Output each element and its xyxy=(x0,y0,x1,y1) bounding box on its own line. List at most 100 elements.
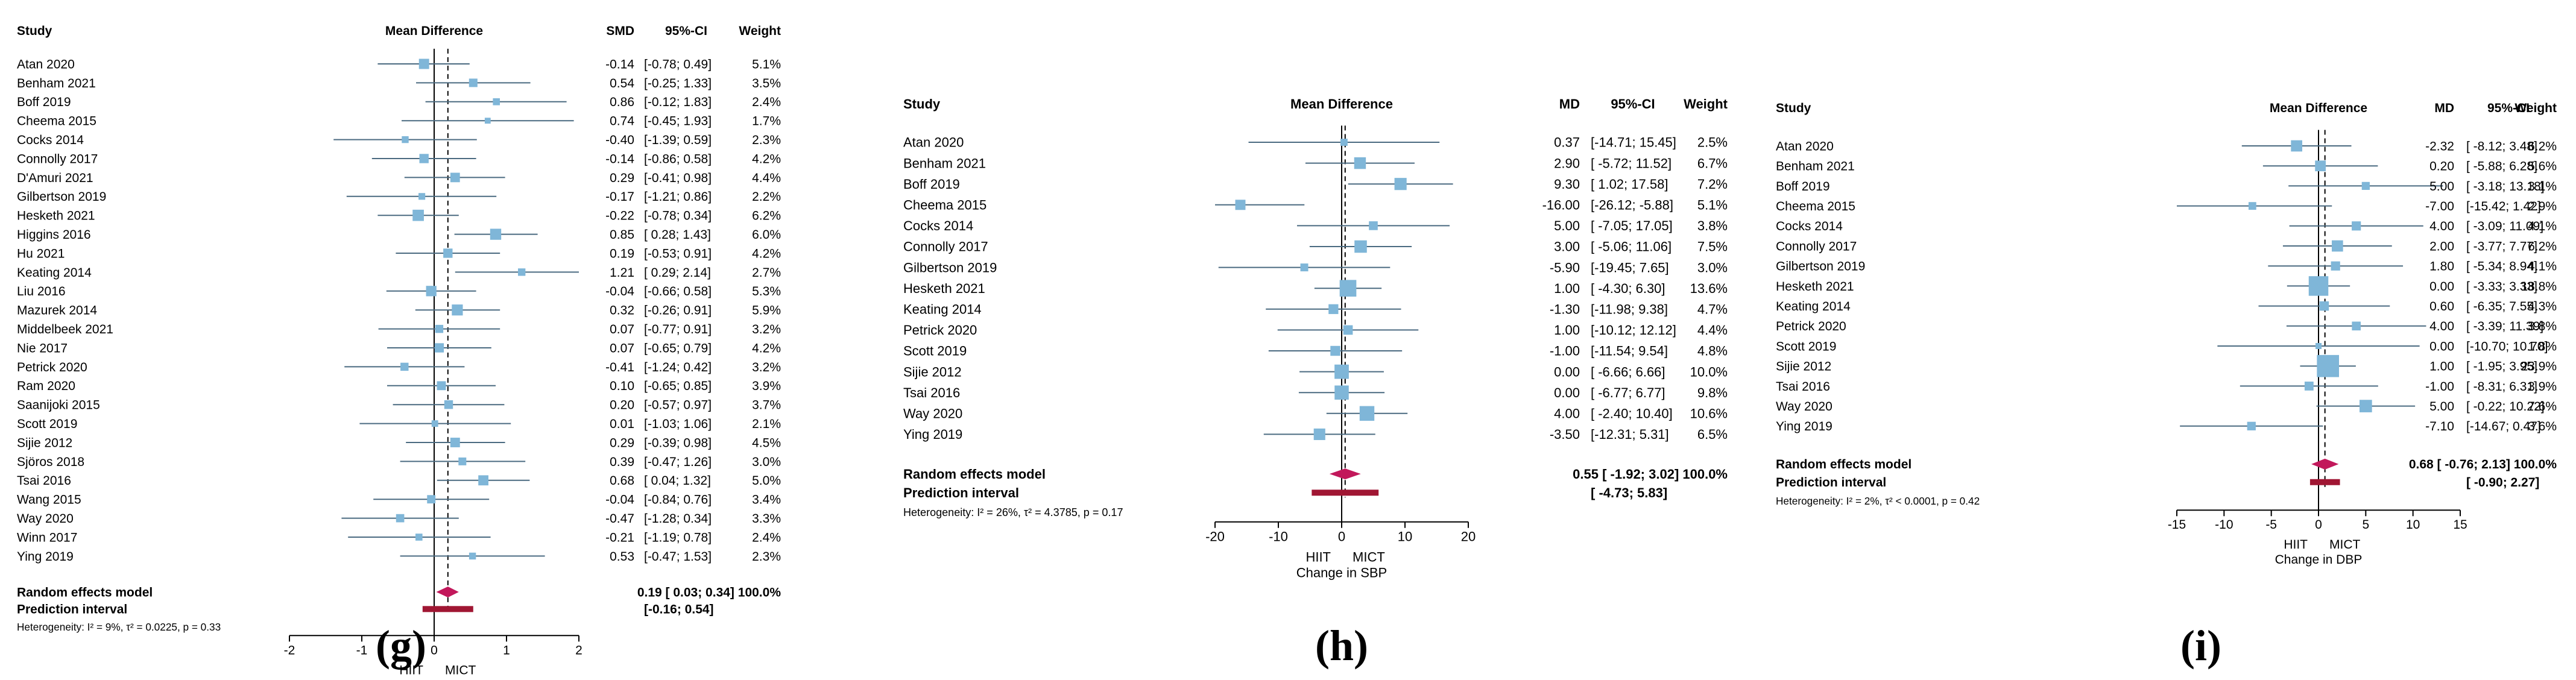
heterogeneity-text: Heterogeneity: I² = 9%, τ² = 0.0225, p =… xyxy=(17,621,221,633)
study-box xyxy=(1313,428,1325,440)
weight-value: 2.7% xyxy=(752,266,781,280)
study-box xyxy=(402,136,409,143)
study-label: Cocks 2014 xyxy=(1776,219,1843,233)
study-label: Way 2020 xyxy=(1776,400,1833,414)
study-box xyxy=(2308,276,2329,296)
study-box xyxy=(412,209,424,221)
ci-value: [-11.98; 9.38] xyxy=(1591,302,1668,317)
study-box xyxy=(450,438,460,447)
study-box xyxy=(1334,385,1349,400)
study-label: Gilbertson 2019 xyxy=(903,260,997,275)
ci-value: [ -3.39; 11.39] xyxy=(2466,320,2543,333)
effect-value: 0.85 xyxy=(610,228,634,242)
weight-value: 1.7% xyxy=(752,115,781,128)
weight-value: 23.9% xyxy=(2521,360,2557,374)
x-label-hiit: HIIT xyxy=(2284,538,2308,552)
study-label: Boff 2019 xyxy=(903,177,960,192)
effect-value: 0.10 xyxy=(610,379,634,393)
heterogeneity-text: Heterogeneity: I² = 26%, τ² = 4.3785, p … xyxy=(903,506,1123,518)
header-weight: Weight xyxy=(2514,101,2557,115)
summary-diamond xyxy=(2311,458,2339,470)
header-weight: Weight xyxy=(1684,96,1728,112)
effect-value: -0.22 xyxy=(605,209,634,223)
header-mean-difference: Mean Difference xyxy=(385,24,483,38)
study-label: Sjöros 2018 xyxy=(17,455,84,469)
weight-value: 6.2% xyxy=(752,209,781,223)
weight-value: 2.4% xyxy=(752,95,781,109)
summary-diamond xyxy=(436,587,459,598)
study-label: Saanijoki 2015 xyxy=(17,398,100,412)
effect-value: -7.10 xyxy=(2425,420,2454,433)
study-box xyxy=(450,172,460,183)
weight-value: 5.1% xyxy=(752,57,781,71)
study-box xyxy=(1328,304,1339,314)
study-label: Middelbeek 2021 xyxy=(17,323,113,336)
ci-value: [-1.19; 0.78] xyxy=(644,530,712,544)
study-label: Cocks 2014 xyxy=(17,133,84,147)
ci-value: [ -6.66; 6.66] xyxy=(1591,364,1665,379)
x-axis-title: Change in VO2peak xyxy=(377,678,491,680)
study-label: Sijie 2012 xyxy=(903,364,962,379)
header-effect: SMD xyxy=(606,24,634,38)
effect-value: 0.68 xyxy=(610,474,634,488)
study-label: Keating 2014 xyxy=(903,302,982,317)
x-label-hiit: HIIT xyxy=(399,663,423,677)
weight-value: 13.6% xyxy=(1690,281,1728,296)
effect-value: 0.20 xyxy=(2429,160,2454,174)
header-mean-difference: Mean Difference xyxy=(1290,96,1393,112)
weight-value: 4.2% xyxy=(752,152,781,166)
ci-value: [-1.28; 0.34] xyxy=(644,512,712,526)
weight-value: 1.8% xyxy=(2528,339,2557,353)
header-weight: Weight xyxy=(739,24,781,38)
effect-value: 0.00 xyxy=(1554,385,1580,400)
study-box xyxy=(444,400,453,409)
x-tick-label: 20 xyxy=(1461,529,1476,544)
study-label: Cheema 2015 xyxy=(1776,200,1855,213)
study-box xyxy=(2315,342,2322,350)
weight-value: 3.3% xyxy=(752,512,781,526)
weight-value: 4.4% xyxy=(1697,323,1728,338)
study-label: Petrick 2020 xyxy=(1776,320,1846,333)
prediction-label: Prediction interval xyxy=(17,603,127,617)
header-study: Study xyxy=(17,24,52,38)
study-label: Hu 2021 xyxy=(17,247,65,260)
effect-value: 0.37 xyxy=(1554,135,1580,150)
effect-value: 0.29 xyxy=(610,436,634,450)
ci-value: [-1.24; 0.42] xyxy=(644,360,712,374)
effect-value: 0.20 xyxy=(610,398,634,412)
header-ci: 95%-CI xyxy=(2487,101,2530,115)
effect-value: -0.04 xyxy=(605,285,634,298)
study-box xyxy=(396,514,405,523)
study-box xyxy=(2361,181,2370,190)
ci-value: [-0.78; 0.34] xyxy=(644,209,712,223)
ci-value: [ -3.77; 7.77] xyxy=(2466,239,2537,253)
effect-value: -0.47 xyxy=(605,512,634,526)
ci-value: [-0.39; 0.98] xyxy=(644,436,712,450)
study-box xyxy=(2291,140,2302,152)
ci-value: [ -1.95; 3.95] xyxy=(2466,360,2537,374)
ci-value: [-0.26; 0.91] xyxy=(644,304,712,318)
prediction-value: [-0.16; 0.54] xyxy=(644,603,714,617)
study-label: Hesketh 2021 xyxy=(1776,280,1854,294)
ci-value: [ -3.09; 11.09] xyxy=(2466,219,2543,233)
x-tick-label: 0 xyxy=(1338,529,1345,544)
ci-value: [ -2.40; 10.40] xyxy=(1591,406,1673,421)
header-study: Study xyxy=(903,96,941,112)
effect-value: 4.00 xyxy=(2429,320,2454,333)
ci-value: [ -4.30; 6.30] xyxy=(1591,281,1665,296)
study-label: Keating 2014 xyxy=(17,266,92,280)
x-label-mict: MICT xyxy=(1353,550,1385,565)
x-tick-label: 10 xyxy=(2406,518,2420,532)
ci-value: [ 1.02; 17.58] xyxy=(1591,177,1668,192)
weight-value: 4.2% xyxy=(752,341,781,355)
effect-value: -0.40 xyxy=(605,133,634,147)
x-tick-label: 10 xyxy=(1398,529,1412,544)
x-tick-label: -2 xyxy=(284,643,295,657)
ci-value: [-1.39; 0.59] xyxy=(644,133,712,147)
study-label: Tsai 2016 xyxy=(903,385,960,400)
study-label: Winn 2017 xyxy=(17,530,77,544)
x-label-mict: MICT xyxy=(2329,538,2360,552)
weight-value: 3.8% xyxy=(1697,218,1728,233)
weight-value: 3.2% xyxy=(752,360,781,374)
heterogeneity-text: Heterogeneity: I² = 2%, τ² < 0.0001, p =… xyxy=(1776,495,1980,507)
